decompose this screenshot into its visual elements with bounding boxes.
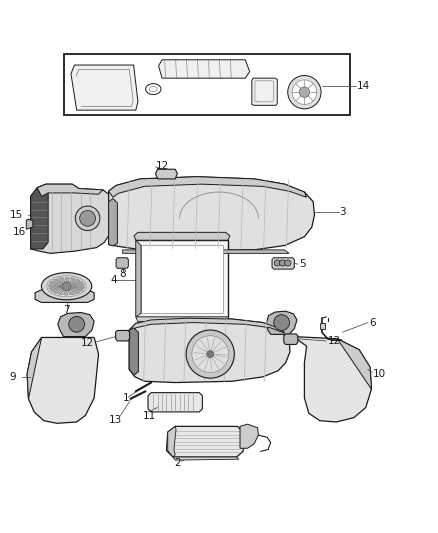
Polygon shape bbox=[71, 284, 85, 286]
Polygon shape bbox=[71, 65, 138, 110]
Polygon shape bbox=[69, 277, 75, 284]
Circle shape bbox=[285, 260, 291, 266]
Ellipse shape bbox=[47, 276, 86, 297]
Text: 5: 5 bbox=[299, 260, 306, 269]
Ellipse shape bbox=[41, 273, 92, 300]
Circle shape bbox=[207, 351, 214, 358]
Polygon shape bbox=[109, 199, 117, 246]
Circle shape bbox=[186, 330, 234, 378]
Circle shape bbox=[274, 314, 290, 330]
Circle shape bbox=[288, 76, 321, 109]
Polygon shape bbox=[35, 290, 94, 302]
Polygon shape bbox=[148, 393, 202, 412]
Polygon shape bbox=[109, 177, 314, 250]
Polygon shape bbox=[109, 177, 307, 197]
Bar bbox=[64, 54, 350, 115]
Polygon shape bbox=[48, 283, 63, 286]
Text: 13: 13 bbox=[109, 415, 122, 425]
Circle shape bbox=[80, 211, 95, 226]
Polygon shape bbox=[116, 330, 130, 341]
Polygon shape bbox=[65, 277, 70, 284]
Text: 16: 16 bbox=[13, 228, 26, 237]
Text: 12: 12 bbox=[155, 161, 169, 171]
Polygon shape bbox=[293, 336, 371, 422]
Polygon shape bbox=[50, 287, 63, 292]
Polygon shape bbox=[70, 279, 80, 285]
Text: 14: 14 bbox=[357, 81, 370, 91]
Polygon shape bbox=[284, 334, 298, 344]
Circle shape bbox=[299, 87, 310, 98]
Polygon shape bbox=[69, 288, 80, 294]
Polygon shape bbox=[266, 311, 297, 334]
Bar bbox=[141, 246, 223, 313]
Circle shape bbox=[62, 282, 71, 290]
Polygon shape bbox=[272, 258, 294, 269]
Text: 11: 11 bbox=[143, 411, 156, 421]
Polygon shape bbox=[168, 426, 176, 457]
Text: 10: 10 bbox=[373, 369, 386, 379]
Polygon shape bbox=[27, 337, 99, 423]
Polygon shape bbox=[67, 288, 74, 295]
Polygon shape bbox=[26, 219, 33, 229]
Polygon shape bbox=[31, 184, 48, 249]
Polygon shape bbox=[337, 339, 371, 389]
Polygon shape bbox=[129, 318, 285, 333]
Polygon shape bbox=[58, 288, 64, 295]
Text: 3: 3 bbox=[339, 207, 346, 217]
Polygon shape bbox=[136, 240, 141, 317]
Polygon shape bbox=[155, 169, 177, 179]
Circle shape bbox=[274, 260, 280, 266]
Text: 4: 4 bbox=[110, 274, 117, 285]
Polygon shape bbox=[129, 318, 290, 383]
Text: 15: 15 bbox=[10, 210, 23, 220]
Polygon shape bbox=[240, 424, 258, 448]
Polygon shape bbox=[123, 250, 289, 253]
Polygon shape bbox=[320, 324, 325, 329]
Polygon shape bbox=[71, 281, 83, 286]
Text: 6: 6 bbox=[369, 318, 376, 328]
Polygon shape bbox=[70, 288, 83, 292]
Polygon shape bbox=[173, 457, 239, 460]
Polygon shape bbox=[49, 286, 62, 288]
Circle shape bbox=[69, 317, 85, 332]
Polygon shape bbox=[166, 426, 244, 457]
Text: 1: 1 bbox=[123, 393, 129, 403]
Polygon shape bbox=[31, 184, 109, 253]
Polygon shape bbox=[50, 280, 63, 285]
Text: 7: 7 bbox=[63, 305, 70, 316]
Polygon shape bbox=[252, 78, 277, 106]
Text: 12: 12 bbox=[328, 336, 341, 346]
Polygon shape bbox=[58, 312, 94, 336]
Text: 2: 2 bbox=[174, 458, 181, 468]
Circle shape bbox=[292, 80, 317, 104]
Text: 9: 9 bbox=[10, 372, 16, 382]
Polygon shape bbox=[129, 328, 138, 375]
Bar bbox=[136, 240, 228, 317]
Polygon shape bbox=[53, 279, 64, 284]
Polygon shape bbox=[159, 60, 250, 78]
Polygon shape bbox=[71, 287, 85, 289]
Polygon shape bbox=[116, 258, 128, 268]
Circle shape bbox=[192, 336, 229, 373]
Polygon shape bbox=[37, 184, 103, 197]
Polygon shape bbox=[64, 288, 68, 295]
Circle shape bbox=[279, 260, 286, 266]
Text: 12: 12 bbox=[81, 338, 94, 348]
Polygon shape bbox=[53, 288, 63, 294]
Circle shape bbox=[75, 206, 100, 231]
Polygon shape bbox=[134, 232, 230, 240]
Text: 8: 8 bbox=[119, 269, 126, 279]
Polygon shape bbox=[27, 337, 42, 399]
Polygon shape bbox=[59, 278, 66, 284]
Polygon shape bbox=[136, 317, 230, 322]
